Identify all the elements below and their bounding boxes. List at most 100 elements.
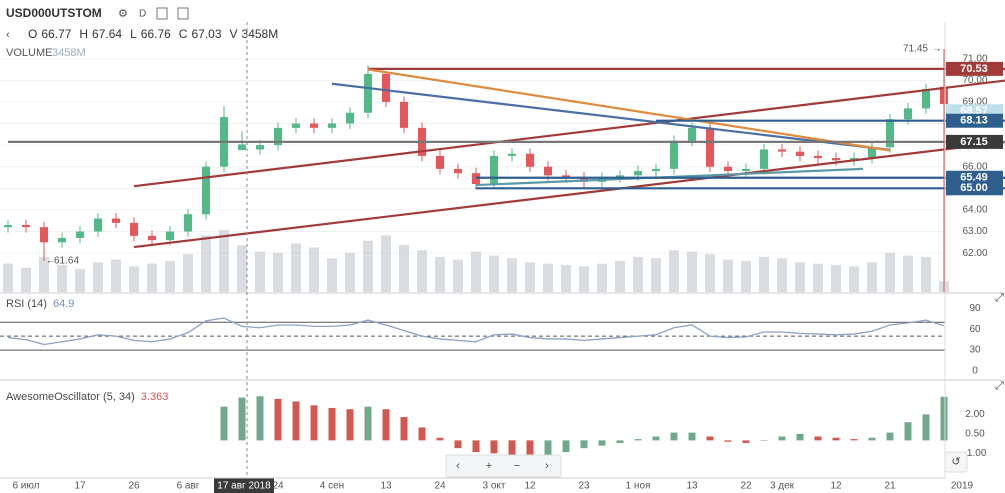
scroll-left[interactable]: ‹ xyxy=(456,460,460,472)
ao-bar xyxy=(454,440,462,449)
volume-bar xyxy=(381,235,391,292)
ao-bar xyxy=(292,401,300,441)
volume-bar xyxy=(237,245,247,292)
ao-bar xyxy=(886,432,894,441)
candle-body xyxy=(346,112,354,124)
candle-body xyxy=(562,175,570,178)
price-label-box xyxy=(946,61,1003,76)
ohlc-key: C xyxy=(179,27,188,41)
x-tick-label: 24 xyxy=(434,481,446,492)
compare-icon[interactable] xyxy=(156,7,168,20)
ohlc-value: 3458M xyxy=(242,27,279,41)
volume-bar xyxy=(57,265,67,292)
settings-icon[interactable]: ⚙ xyxy=(118,8,128,20)
x-tick-label: 12 xyxy=(830,481,842,492)
volume-bar xyxy=(21,267,31,292)
volume-bar xyxy=(255,251,265,292)
ao-bar xyxy=(256,396,264,441)
price-label: 65.00 xyxy=(960,182,988,194)
trend-line xyxy=(133,141,1005,249)
volume-bar xyxy=(111,259,121,292)
price-label-box xyxy=(946,113,1003,128)
pane-title: RSI (14) xyxy=(6,298,47,310)
reset-button[interactable] xyxy=(944,451,968,473)
pane-maximize[interactable]: ⤢ xyxy=(995,380,1004,392)
candle-body xyxy=(508,153,516,156)
trend-line xyxy=(133,79,1005,188)
ao-bar xyxy=(814,436,822,441)
ao-bar xyxy=(778,436,786,441)
volume-value: 3458M xyxy=(52,47,86,59)
x-tick-label: 22 xyxy=(740,481,752,492)
candle-body xyxy=(832,158,840,161)
scroll-right[interactable]: › xyxy=(545,460,549,472)
ao-bar xyxy=(724,440,732,442)
candle-body xyxy=(688,127,696,141)
volume-bar xyxy=(669,250,679,292)
collapse-icon[interactable]: ‹ xyxy=(6,29,10,41)
price-label: 70.53 xyxy=(960,63,988,75)
volume-bar xyxy=(183,254,193,292)
volume-bar xyxy=(525,262,535,292)
candle-body xyxy=(490,155,498,184)
reset-icon: ↺ xyxy=(951,456,960,468)
low-arrow: ← xyxy=(46,256,56,267)
candle-body xyxy=(166,231,174,241)
rsi-line xyxy=(7,317,945,346)
interval[interactable]: D xyxy=(139,9,146,20)
y-tick-label: 30 xyxy=(969,345,981,356)
volume-bar xyxy=(219,229,229,292)
ohlc-value: 67.03 xyxy=(191,27,221,41)
volume-bar xyxy=(147,263,157,292)
volume-bar xyxy=(687,251,697,292)
volume-bar xyxy=(93,262,103,292)
volume-bar xyxy=(579,266,589,292)
indicators-icon[interactable] xyxy=(177,7,189,20)
ao-bar xyxy=(796,433,804,441)
candle-body xyxy=(922,88,930,109)
ohlc-key: V xyxy=(230,27,238,41)
ohlc-key: O xyxy=(28,27,37,41)
toolbar-bg xyxy=(445,454,562,478)
volume-bar xyxy=(561,265,571,292)
candle-body xyxy=(634,171,642,176)
plot: 62.0063.0064.0065.0066.0067.0068.0069.00… xyxy=(0,44,1005,493)
candle-body xyxy=(40,227,48,243)
ao-bar xyxy=(706,436,714,441)
symbol[interactable]: USD000UTSTOM xyxy=(6,6,102,20)
volume-bar xyxy=(777,258,787,292)
candle-body xyxy=(850,158,858,161)
ao-bar xyxy=(940,396,948,441)
volume-bar xyxy=(489,255,499,292)
candle-body xyxy=(94,218,102,232)
volume-bar xyxy=(453,259,463,292)
candle-body xyxy=(22,225,30,228)
candle-body xyxy=(256,145,264,150)
ao-bar xyxy=(436,437,444,441)
x-tick-label: 23 xyxy=(578,481,590,492)
low-marker: 61.64 xyxy=(54,256,79,267)
zoom-in[interactable]: + xyxy=(486,460,492,472)
y-tick-label: 66.00 xyxy=(962,161,987,172)
y-tick-label: 70.00 xyxy=(962,75,987,86)
candle-body xyxy=(112,218,120,223)
candle-body xyxy=(814,155,822,159)
candle-body xyxy=(796,151,804,156)
ohlc-value: 66.77 xyxy=(41,27,71,41)
ao-bar xyxy=(526,440,534,456)
y-tick-label: 0 xyxy=(972,366,978,377)
volume-bar xyxy=(201,235,211,292)
x-tick-label: 26 xyxy=(128,481,140,492)
ao-bar xyxy=(400,417,408,441)
x-tick-label: 6 июл xyxy=(12,481,39,492)
candle-body xyxy=(130,222,138,236)
pane-maximize[interactable]: ⤢ xyxy=(995,292,1004,304)
volume-bar xyxy=(129,266,139,292)
x-tick-label: 24 xyxy=(272,481,284,492)
y-tick-label: 0.50 xyxy=(965,429,985,440)
zoom-out[interactable]: − xyxy=(514,460,520,472)
candle-body xyxy=(274,127,282,146)
volume-bar xyxy=(849,266,859,292)
volume-bar xyxy=(327,258,337,292)
